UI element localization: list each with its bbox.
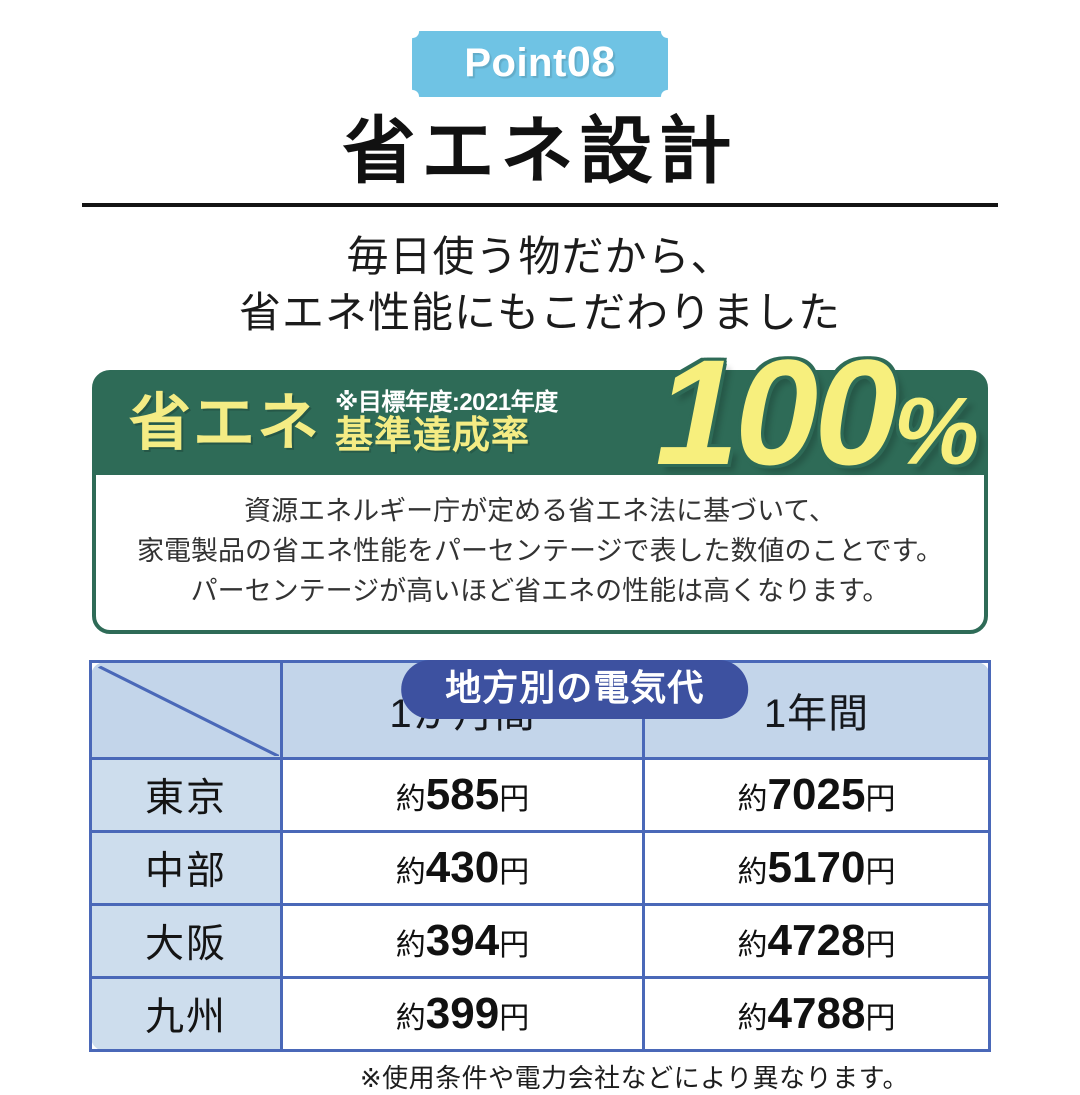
point-badge: Point08 [406,25,674,104]
value-unit: 円 [499,856,530,890]
badge-notch-bottom-left [406,90,420,104]
value-number: 7025 [767,770,866,820]
table-row-label-tokyo: 東京 [89,757,283,834]
value-number: 399 [425,989,500,1039]
badge-notch-top-right [660,25,674,38]
table-cell-kyushu-monthly: 約399円 [280,976,645,1053]
eco-achievement-value: 100% [655,337,979,487]
value-number: 430 [425,843,500,893]
badge-notch-bottom-right [660,90,674,104]
value-prefix: 約 [737,1002,768,1036]
eco-rate-label: 基準達成率 [335,415,531,458]
value-prefix: 約 [395,856,426,890]
value-number: 4788 [767,989,866,1039]
table-title-pill: 地方別の電気代 [401,660,749,719]
value-unit: 円 [865,1002,896,1036]
electricity-fee-section: 地方別の電気代 1か月間 1年間 東京 約585円 約7025円 中部 約430… [89,660,991,1095]
eco-achievement-number: 100 [655,327,897,496]
value-unit: 円 [499,929,530,963]
table-row: 九州 約399円 約4788円 [89,976,991,1053]
eco-description-line-3: パーセンテージが高いほど省エネの性能は高くなります。 [190,575,890,606]
table-cell-tokyo-yearly: 約7025円 [642,757,991,834]
value-number: 394 [425,916,500,966]
electricity-fee-table: 1か月間 1年間 東京 約585円 約7025円 中部 約430円 約5170円… [89,660,991,1053]
table-row-label-chubu: 中部 [89,830,283,907]
value-unit: 円 [499,783,530,817]
value-unit: 円 [499,1002,530,1036]
table-row-label-kyushu: 九州 [89,976,283,1053]
eco-percent-symbol: % [893,377,979,485]
table-corner-cell [89,660,283,761]
eco-panel: 省エネ ※目標年度:2021年度 基準達成率 100% 資源エネルギー庁が定める… [92,337,988,635]
eco-label: 省エネ [129,388,322,458]
page-title: 省エネ設計 [342,111,738,193]
value-number: 5170 [767,843,866,893]
table-cell-chubu-monthly: 約430円 [280,830,645,907]
table-footnote: ※使用条件や電力会社などにより異なります。 [359,1063,909,1094]
value-prefix: 約 [395,783,426,817]
subtitle-block: 毎日使う物だから、 省エネ性能にもこだわりました [0,229,1080,342]
eco-panel-header: 省エネ ※目標年度:2021年度 基準達成率 100% [95,337,985,487]
value-prefix: 約 [737,856,768,890]
eco-description-line-1: 資源エネルギー庁が定める省エネ法に基づいて、 [244,495,836,526]
eco-rate-block: ※目標年度:2021年度 基準達成率 [335,390,558,457]
subtitle-line-2: 省エネ性能にもこだわりました [238,289,841,337]
badge-notch-top-left [406,25,420,38]
diagonal-line-icon [93,664,279,756]
value-unit: 円 [865,783,896,817]
table-row: 中部 約430円 約5170円 [89,830,991,907]
value-prefix: 約 [737,929,768,963]
table-cell-chubu-yearly: 約5170円 [642,830,991,907]
value-number: 585 [425,770,500,820]
badge-row: Point08 [0,0,1080,104]
title-divider [82,203,998,208]
value-prefix: 約 [395,1002,426,1036]
table-cell-kyushu-yearly: 約4788円 [642,976,991,1053]
table-cell-osaka-yearly: 約4728円 [642,903,991,980]
value-number: 4728 [767,916,866,966]
badge-number-label: 08 [566,38,616,86]
value-unit: 円 [865,929,896,963]
eco-description-line-2: 家電製品の省エネ性能をパーセンテージで表した数値のことです。 [137,535,943,566]
eco-description: 資源エネルギー庁が定める省エネ法に基づいて、 家電製品の省エネ性能をパーセンテー… [96,475,984,631]
value-prefix: 約 [395,929,426,963]
subtitle-line-1: 毎日使う物だから、 [346,233,734,281]
badge-prefix-label: Point [464,41,567,85]
eco-target-year-note: ※目標年度:2021年度 [335,389,558,417]
table-row: 東京 約585円 約7025円 [89,757,991,834]
value-unit: 円 [865,856,896,890]
table-cell-osaka-monthly: 約394円 [280,903,645,980]
value-prefix: 約 [737,783,768,817]
table-row: 大阪 約394円 約4728円 [89,903,991,980]
table-cell-tokyo-monthly: 約585円 [280,757,645,834]
table-row-label-osaka: 大阪 [89,903,283,980]
